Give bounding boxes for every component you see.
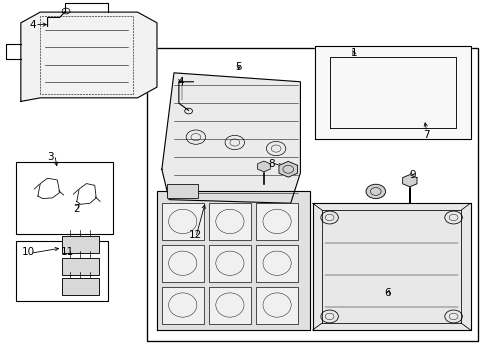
Bar <box>256 245 297 282</box>
Bar <box>162 203 203 240</box>
Bar <box>62 236 99 253</box>
Bar <box>16 162 113 234</box>
Polygon shape <box>402 175 416 187</box>
Bar <box>256 203 297 240</box>
Text: 6: 6 <box>384 288 390 297</box>
Polygon shape <box>257 161 270 172</box>
Bar <box>256 287 297 324</box>
Text: 10: 10 <box>21 247 35 257</box>
Text: 2: 2 <box>73 203 80 213</box>
Circle shape <box>366 184 385 199</box>
Polygon shape <box>162 73 300 203</box>
Bar <box>16 241 108 301</box>
Text: 4: 4 <box>30 19 36 30</box>
Text: 7: 7 <box>423 130 429 140</box>
Text: 11: 11 <box>61 247 74 257</box>
Bar <box>147 48 477 341</box>
Text: 1: 1 <box>350 48 356 58</box>
Polygon shape <box>279 161 297 177</box>
Polygon shape <box>314 46 469 139</box>
Text: 3: 3 <box>46 152 53 162</box>
Bar <box>62 257 99 275</box>
Text: 9: 9 <box>408 170 415 180</box>
Polygon shape <box>21 12 157 102</box>
Bar <box>166 184 198 198</box>
Text: 8: 8 <box>267 159 274 169</box>
Polygon shape <box>157 191 309 330</box>
Text: 4: 4 <box>177 77 183 87</box>
Bar <box>62 278 99 295</box>
Bar <box>208 287 250 324</box>
Bar <box>208 203 250 240</box>
Text: 5: 5 <box>235 63 242 72</box>
Bar <box>162 245 203 282</box>
Bar <box>162 287 203 324</box>
Bar <box>208 245 250 282</box>
Polygon shape <box>312 203 469 330</box>
Text: 12: 12 <box>189 230 202 240</box>
